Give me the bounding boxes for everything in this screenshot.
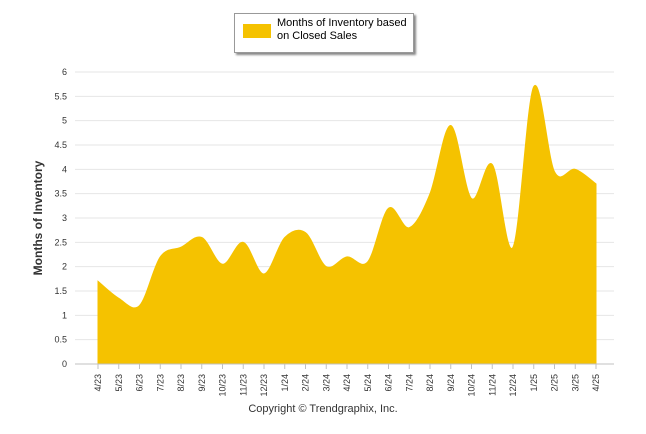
y-tick-label: 3.5 [54,189,67,199]
data-point [553,170,557,174]
data-point [200,235,204,239]
data-point [511,245,515,249]
y-tick-label: 2.5 [54,237,67,247]
legend-swatch [243,24,271,38]
data-point [573,167,577,171]
y-tick-label: 1.5 [54,286,67,296]
x-tick-label: 5/24 [363,374,373,392]
x-tick-label: 2/24 [301,374,311,392]
x-tick-label: 3/24 [321,374,331,392]
y-tick-label: 1 [62,310,67,320]
y-tick-label: 5 [62,116,67,126]
data-point [407,226,411,230]
x-tick-label: 8/24 [425,374,435,392]
data-point [179,245,183,249]
data-point [345,255,349,259]
data-point [324,265,328,269]
x-tick-label: 5/23 [114,374,124,392]
data-point [158,255,162,259]
x-tick-label: 10/24 [467,374,477,397]
data-point [304,231,308,235]
x-tick-label: 6/23 [135,374,145,392]
y-tick-label: 0.5 [54,335,67,345]
y-tick-label: 6 [62,67,67,77]
y-tick-label: 2 [62,262,67,272]
data-point [138,304,142,308]
x-tick-label: 10/23 [218,374,228,397]
series-area [96,84,598,365]
x-tick-label: 7/24 [404,374,414,392]
data-point [449,124,453,128]
x-tick-label: 4/23 [93,374,103,392]
y-axis-title: Months of Inventory [31,160,45,276]
data-point [96,279,100,283]
y-tick-label: 4 [62,164,67,174]
legend: Months of Inventory based on Closed Sale… [234,13,414,53]
axes [75,363,614,369]
data-point [594,182,598,186]
data-point [262,272,266,276]
data-point [428,192,432,196]
data-point [470,197,474,201]
x-tick-label: 6/24 [384,374,394,392]
x-tick-label: 3/25 [570,374,580,392]
x-tick-label: 12/24 [508,374,518,397]
data-point [221,262,225,266]
x-tick-label: 11/23 [238,374,248,396]
x-tick-label: 4/24 [342,374,352,392]
data-point [117,296,121,300]
x-tick-label: 1/24 [280,374,290,392]
x-tick-label: 8/23 [176,374,186,392]
y-tick-label: 0 [62,359,67,369]
x-tick-label: 2/25 [550,374,560,392]
x-tick-label: 9/24 [446,374,456,392]
x-tick-label: 12/23 [259,374,269,397]
data-point [387,206,391,210]
y-tick-label: 3 [62,213,67,223]
x-tick-label: 1/25 [529,374,539,392]
data-point [532,85,536,89]
x-tick-labels: 4/23 5/23 6/23 7/23 8/23 9/23 10/23 11/23 12/23 1… [93,374,601,397]
data-point [490,162,494,166]
legend-label: Months of Inventory based on Closed Sale… [277,17,407,42]
data-point [241,240,245,244]
area-series [97,84,597,365]
x-tick-label: 4/25 [591,374,601,392]
copyright-text: Copyright © Trendgraphix, Inc. [248,403,398,415]
data-point [283,235,287,239]
y-tick-label: 5.5 [54,91,67,101]
y-tick-label: 4.5 [54,140,67,150]
x-tick-label: 9/23 [197,374,207,392]
data-point [366,260,370,264]
x-tick-label: 11/24 [487,374,497,396]
y-tick-labels: 0 0.5 1 1.5 2 2.5 3 3.5 4 4.5 5 5.5 6 [54,67,67,369]
x-tick-label: 7/23 [155,374,165,392]
